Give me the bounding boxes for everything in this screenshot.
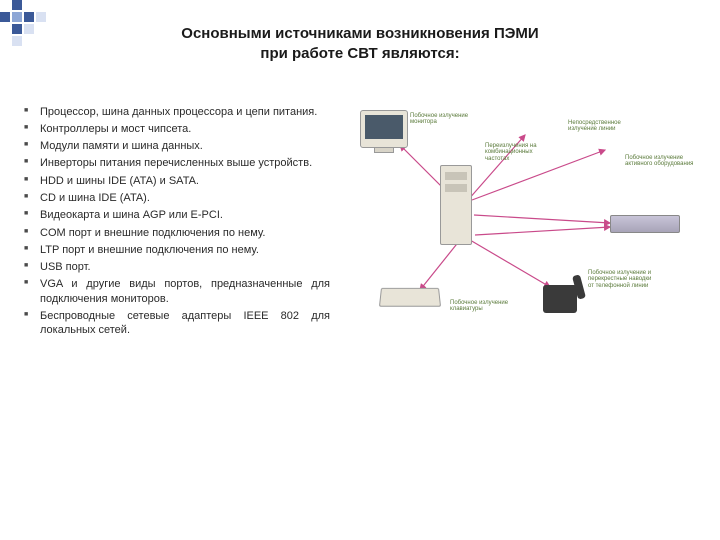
tower-icon [440,165,472,245]
bullet-item: COM порт и внешние подключения по нему. [20,226,330,240]
monitor-icon [360,110,408,148]
device-tower [440,165,472,245]
bullet-item: Модули памяти и шина данных. [20,139,330,153]
bullet-item: Контроллеры и мост чипсета. [20,122,330,136]
bullet-item: CD и шина IDE (ATA). [20,191,330,205]
bullet-item: LTP порт и внешние подключения по нему. [20,243,330,257]
diagram-label-reradiation: Переизлучения на комбинационных частотах [485,143,555,163]
device-monitor [360,110,408,153]
slide-content: Процессор, шина данных процессора и цепи… [0,65,720,365]
slide-title: Основными источниками возникновения ПЭМИ… [0,0,720,65]
bullet-item: HDD и шины IDE (ATA) и SATA. [20,174,330,188]
diagram-label-monitor: Побочное излучение монитора [410,113,480,126]
phone-icon [543,285,577,313]
title-line-1: Основными источниками возникновения ПЭМИ [181,25,538,42]
emanation-diagram: Побочное излучение монитора Непосредствен… [350,105,700,365]
keyboard-icon [379,287,441,306]
rack-icon [610,215,680,233]
title-line-2: при работе СВТ являются: [260,45,459,62]
device-keyboard [380,287,440,307]
diagram-label-phone: Побочное излучение и перекрестные наводк… [588,270,658,290]
corner-decoration [0,0,46,46]
diagram-label-keyboard: Побочное излучение клавиатуры [450,300,520,313]
bullet-list: Процессор, шина данных процессора и цепи… [20,105,330,365]
bullet-item: Беспроводные сетевые адаптеры IEEE 802 д… [20,309,330,338]
bullet-item: Видеокарта и шина AGP или E-PCI. [20,208,330,222]
bullet-item: VGA и другие виды портов, предназначенны… [20,277,330,306]
diagram-label-line_direct: Непосредственное излучение линии [568,120,638,133]
diagram-label-active: Побочное излучение активного оборудовани… [625,155,695,168]
bullet-item: USB порт. [20,260,330,274]
bullet-item: Процессор, шина данных процессора и цепи… [20,105,330,119]
device-rack [610,215,680,233]
bullet-item: Инверторы питания перечисленных выше уст… [20,156,330,170]
device-phone [543,285,577,313]
